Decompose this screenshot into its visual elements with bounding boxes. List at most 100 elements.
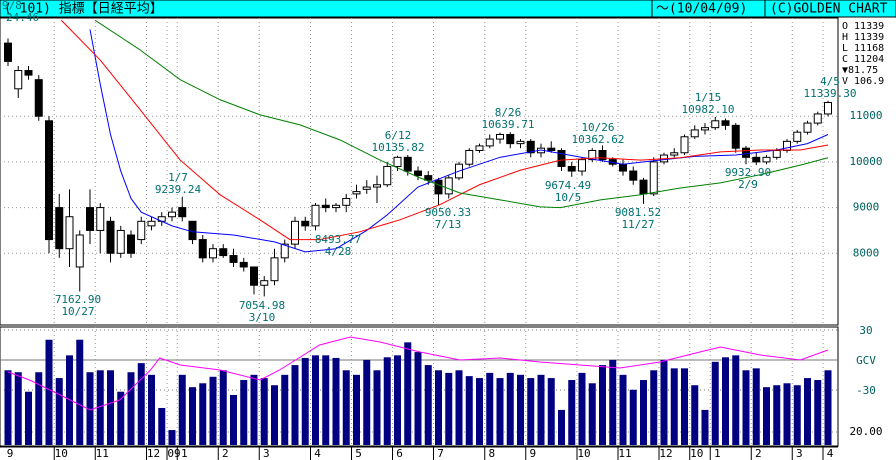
candle-body (526, 140, 535, 154)
candle-body (516, 140, 525, 145)
x-tick-label: 12 (147, 447, 160, 460)
candle-body (127, 234, 135, 254)
candle-body (311, 204, 320, 227)
header-copyright: (C)GOLDEN CHART (770, 2, 888, 17)
volume-bar (558, 409, 565, 445)
volume-bar (496, 378, 504, 445)
volume-bar (670, 368, 678, 445)
x-tick-label: 7 (437, 447, 444, 460)
candle-body (783, 140, 791, 151)
x-tick-label: 1 (714, 447, 721, 460)
volume-bar (732, 355, 740, 445)
candle-body (106, 220, 115, 254)
volume-bar (281, 374, 289, 445)
volume-bar (291, 365, 299, 445)
candle-body (280, 243, 289, 259)
x-tick-label: 2 (222, 447, 229, 460)
candle-body (690, 129, 699, 138)
candle-body (465, 149, 474, 165)
volume-bar (517, 374, 524, 445)
candle-body (291, 220, 299, 245)
lower-frame (0, 326, 839, 447)
volume-bar (814, 380, 822, 445)
candle-body (557, 149, 566, 167)
x-tick-label: 12 (659, 447, 672, 460)
volume-bar (219, 370, 227, 445)
annotation: 9239.24 (155, 183, 202, 196)
volume-bar (178, 374, 186, 445)
candle-body (209, 248, 217, 259)
candle-body (578, 159, 586, 172)
candle-body (619, 163, 627, 172)
volume-bar (86, 372, 94, 445)
header-title: ( 101) 指標【日経平均】 (4, 2, 163, 17)
x-tick-label: 6 (396, 447, 403, 460)
candle-body (362, 186, 371, 190)
candle-body (414, 170, 422, 177)
volume-bar (96, 370, 104, 445)
annotation: 1/7 (168, 171, 188, 184)
annotation: 8493.77 (315, 233, 361, 246)
volume-bar (701, 409, 709, 445)
header-date: ～(10/04/09) (656, 2, 747, 17)
candle-body (752, 156, 761, 163)
candle-body (701, 127, 709, 131)
volume-bar (414, 352, 422, 445)
volume-bar (824, 370, 832, 445)
price-frame (0, 17, 839, 326)
annotation: 8/26 (495, 106, 522, 119)
volume-bar (599, 365, 606, 445)
candle-body (680, 136, 689, 154)
annotation: 9081.52 (615, 206, 661, 219)
annotation: 11339.30 (804, 87, 857, 100)
y2-tick-label: 30 (859, 324, 872, 337)
candle-body (762, 156, 771, 163)
volume-bar (158, 407, 166, 445)
annotation: 1/15 (695, 91, 722, 104)
candle-body (598, 149, 607, 161)
candle-body (629, 170, 638, 181)
y-tick-label: 10000 (849, 155, 882, 168)
volume-tick-label: 20.00 (849, 425, 882, 438)
candle-body (219, 248, 228, 257)
volume-bar (4, 370, 12, 445)
candle-body (670, 152, 679, 156)
candle-body (434, 179, 443, 195)
volume-bar (55, 378, 63, 445)
candle-body (813, 113, 822, 124)
annotation: 4/5 (820, 75, 840, 88)
candle-body (14, 70, 23, 90)
volume-bar (445, 372, 453, 445)
annotation: 7054.98 (239, 299, 285, 312)
candle-body (321, 204, 330, 209)
volume-bar (332, 357, 340, 445)
volume-bar (476, 378, 483, 445)
line (89, 29, 829, 253)
candle-body (393, 156, 402, 167)
x-tick-label: 3 (796, 447, 803, 460)
x-tick-label: 09 (167, 447, 180, 460)
candle-body (485, 138, 494, 147)
candle-body (137, 220, 146, 241)
info-text: H 11339 (842, 32, 884, 43)
x-tick-label: 10 (690, 447, 703, 460)
candle-body (403, 156, 412, 172)
candle-body (86, 207, 94, 231)
volume-bar (568, 380, 576, 445)
volume-bar (465, 376, 473, 445)
x-tick-label: 11 (618, 447, 631, 460)
candle-body (475, 145, 484, 151)
volume-bar (660, 359, 668, 445)
x-tick-label: 11 (96, 447, 109, 460)
volume-bar (137, 363, 145, 445)
volume-bar (650, 370, 658, 445)
annotation: 10135.82 (372, 141, 425, 154)
info-text: C 11204 (842, 54, 884, 65)
annotation: 3/10 (249, 311, 276, 324)
volume-bar (209, 376, 217, 445)
volume-bar (107, 370, 114, 445)
volume-bar (793, 385, 801, 445)
annotation: 6/12 (385, 129, 412, 142)
info-text: ▼81.75 (842, 65, 878, 76)
candle-body (649, 161, 658, 195)
